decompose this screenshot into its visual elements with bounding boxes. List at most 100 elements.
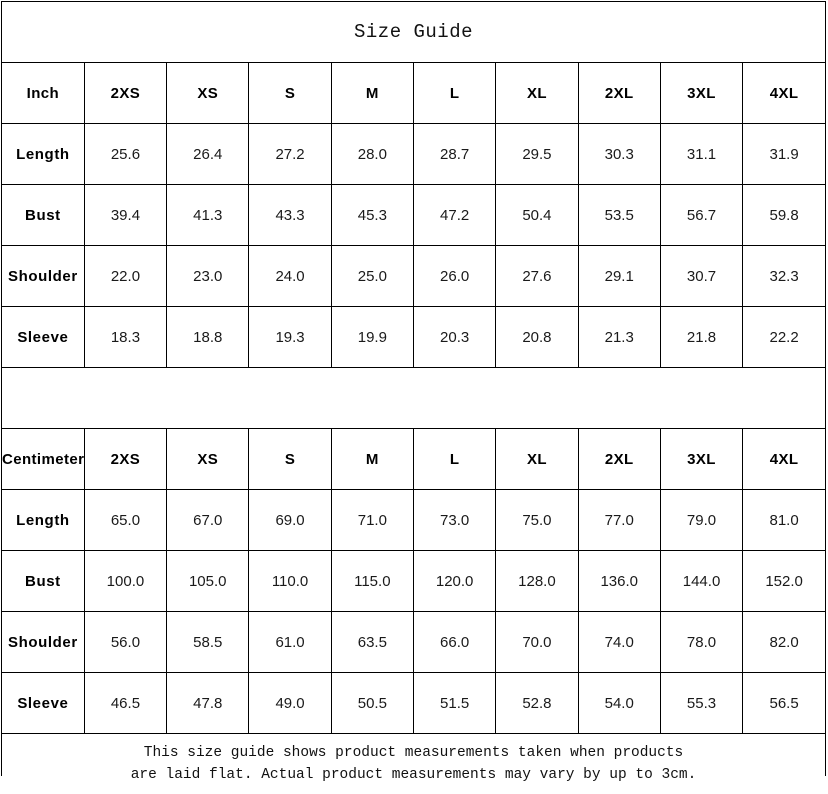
measurement-value: 128.0 <box>496 551 578 612</box>
measurement-value: 115.0 <box>331 551 413 612</box>
measurement-value: 51.5 <box>413 673 495 734</box>
measurement-value: 30.7 <box>660 246 742 307</box>
measurement-value: 82.0 <box>743 612 825 673</box>
measurement-value: 81.0 <box>743 490 825 551</box>
size-header-m: M <box>331 63 413 124</box>
table-spacer-row <box>2 368 825 429</box>
measurement-value: 41.3 <box>167 185 249 246</box>
measurement-value: 43.3 <box>249 185 331 246</box>
footer-note-line-2: are laid flat. Actual product measuremen… <box>2 764 825 786</box>
measurement-value: 71.0 <box>331 490 413 551</box>
measurement-value: 56.7 <box>660 185 742 246</box>
measurement-value: 61.0 <box>249 612 331 673</box>
size-header-s: S <box>249 429 331 490</box>
size-header-s: S <box>249 63 331 124</box>
measurement-value: 70.0 <box>496 612 578 673</box>
measurement-value: 49.0 <box>249 673 331 734</box>
measurement-label-bust: Bust <box>2 551 84 612</box>
measurement-value: 31.1 <box>660 124 742 185</box>
measurement-value: 66.0 <box>413 612 495 673</box>
measurement-value: 22.0 <box>84 246 166 307</box>
measurement-value: 26.4 <box>167 124 249 185</box>
measurement-value: 65.0 <box>84 490 166 551</box>
measurement-label-bust: Bust <box>2 185 84 246</box>
size-header-xl: XL <box>496 429 578 490</box>
size-header-4xl: 4XL <box>743 429 825 490</box>
measurement-value: 21.8 <box>660 307 742 368</box>
measurement-value: 31.9 <box>743 124 825 185</box>
page-title: Size Guide <box>2 2 825 63</box>
measurement-value: 110.0 <box>249 551 331 612</box>
size-header-4xl: 4XL <box>743 63 825 124</box>
measurement-value: 46.5 <box>84 673 166 734</box>
size-header-xs: XS <box>167 63 249 124</box>
measurement-value: 67.0 <box>167 490 249 551</box>
measurement-value: 58.5 <box>167 612 249 673</box>
measurement-value: 75.0 <box>496 490 578 551</box>
footer-note: This size guide shows product measuremen… <box>2 734 825 794</box>
measurement-label-length: Length <box>2 124 84 185</box>
measurement-value: 27.2 <box>249 124 331 185</box>
measurement-value: 74.0 <box>578 612 660 673</box>
measurement-value: 32.3 <box>743 246 825 307</box>
measurement-value: 45.3 <box>331 185 413 246</box>
measurement-value: 24.0 <box>249 246 331 307</box>
measurement-value: 120.0 <box>413 551 495 612</box>
size-header-l: L <box>413 63 495 124</box>
size-header-2xl: 2XL <box>578 63 660 124</box>
measurement-value: 59.8 <box>743 185 825 246</box>
measurement-label-shoulder: Shoulder <box>2 246 84 307</box>
measurement-value: 100.0 <box>84 551 166 612</box>
measurement-value: 47.8 <box>167 673 249 734</box>
measurement-label-sleeve: Sleeve <box>2 307 84 368</box>
title-row: Size Guide <box>2 2 825 63</box>
size-header-3xl: 3XL <box>660 429 742 490</box>
measurement-value: 20.8 <box>496 307 578 368</box>
measurement-value: 18.8 <box>167 307 249 368</box>
size-header-3xl: 3XL <box>660 63 742 124</box>
measurement-value: 54.0 <box>578 673 660 734</box>
measurement-value: 39.4 <box>84 185 166 246</box>
measurement-value: 27.6 <box>496 246 578 307</box>
size-header-xl: XL <box>496 63 578 124</box>
measurement-value: 52.8 <box>496 673 578 734</box>
size-header-2xl: 2XL <box>578 429 660 490</box>
measurement-label-length: Length <box>2 490 84 551</box>
measurement-value: 53.5 <box>578 185 660 246</box>
measurement-value: 29.5 <box>496 124 578 185</box>
size-header-m: M <box>331 429 413 490</box>
measurement-value: 21.3 <box>578 307 660 368</box>
measurement-value: 19.3 <box>249 307 331 368</box>
measurement-value: 25.6 <box>84 124 166 185</box>
measurement-value: 105.0 <box>167 551 249 612</box>
measurement-value: 18.3 <box>84 307 166 368</box>
measurement-value: 136.0 <box>578 551 660 612</box>
measurement-value: 25.0 <box>331 246 413 307</box>
measurement-value: 26.0 <box>413 246 495 307</box>
measurement-value: 30.3 <box>578 124 660 185</box>
measurement-value: 79.0 <box>660 490 742 551</box>
measurement-value: 77.0 <box>578 490 660 551</box>
measurement-value: 22.2 <box>743 307 825 368</box>
footer-row: This size guide shows product measuremen… <box>2 734 825 794</box>
size-header-2xs: 2XS <box>84 429 166 490</box>
measurement-value: 55.3 <box>660 673 742 734</box>
measurement-value: 28.0 <box>331 124 413 185</box>
measurement-value: 19.9 <box>331 307 413 368</box>
size-header-2xs: 2XS <box>84 63 166 124</box>
measurement-value: 50.5 <box>331 673 413 734</box>
measurement-value: 23.0 <box>167 246 249 307</box>
measurement-label-sleeve: Sleeve <box>2 673 84 734</box>
